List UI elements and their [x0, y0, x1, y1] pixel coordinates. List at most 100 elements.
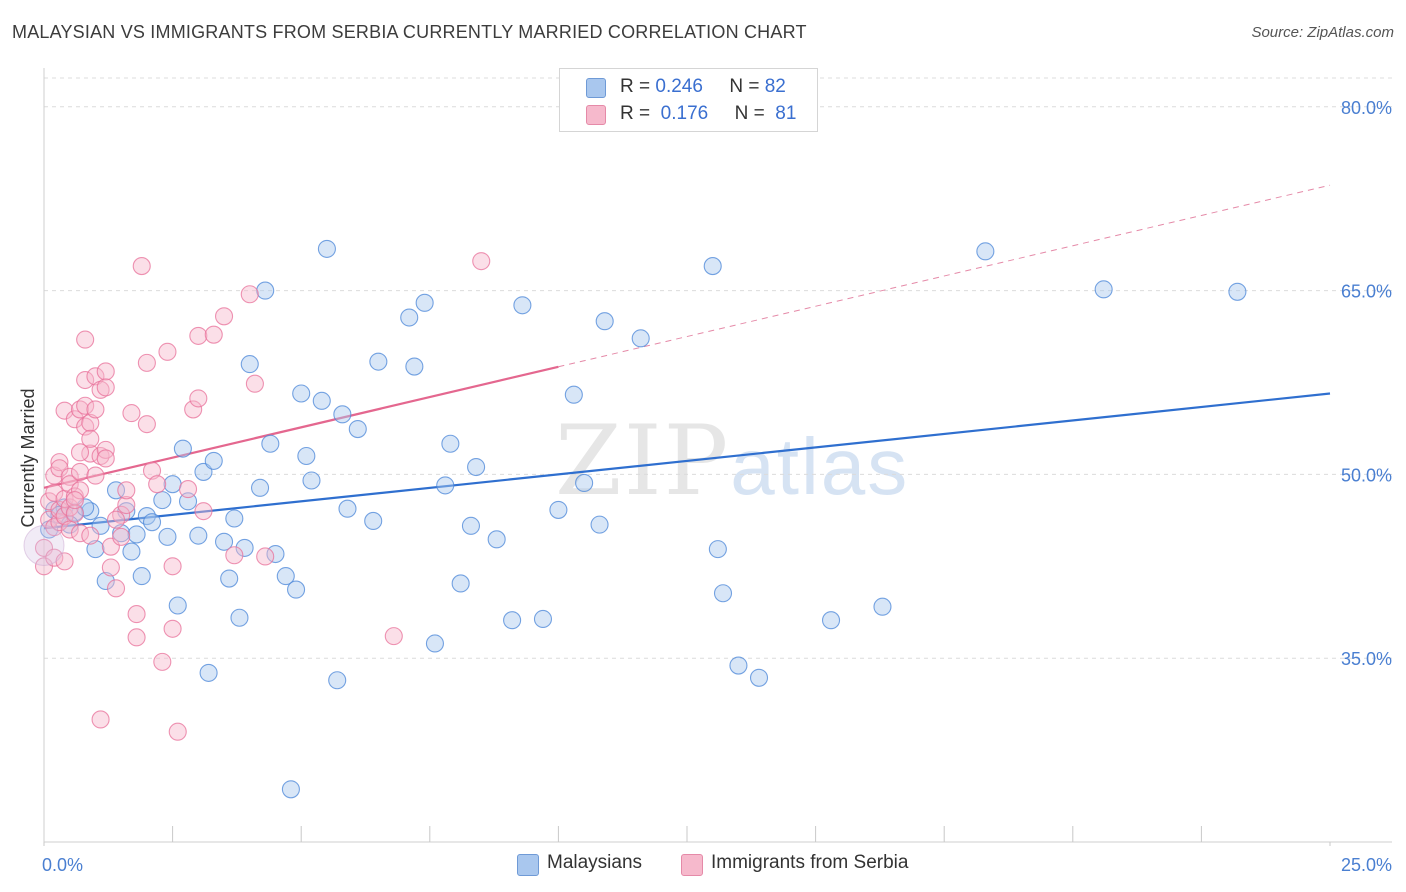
point-malaysians — [1228, 282, 1247, 301]
point-malaysians — [225, 509, 244, 528]
trend-line-malaysians — [43, 392, 1331, 530]
point-serbia — [178, 480, 198, 499]
point-serbia — [117, 495, 136, 515]
point-serbia — [76, 396, 95, 415]
y-axis-label: Currently Married — [18, 388, 38, 527]
point-serbia — [168, 722, 187, 741]
point-serbia — [189, 389, 208, 408]
y-tick-label: 35.0% — [1341, 649, 1392, 669]
point-malaysians — [297, 446, 316, 466]
point-serbia — [70, 462, 90, 481]
point-malaysians — [122, 542, 141, 561]
y-tick-label: 50.0% — [1341, 465, 1392, 485]
point-serbia — [184, 400, 203, 419]
y-tick-label: 65.0% — [1341, 282, 1392, 302]
point-malaysians — [338, 499, 357, 518]
point-serbia — [86, 466, 105, 485]
point-serbia — [65, 410, 84, 429]
point-malaysians — [142, 513, 162, 532]
point-malaysians — [976, 242, 995, 261]
point-malaysians — [328, 671, 347, 690]
legend-r-value: 0.176 — [660, 103, 709, 124]
point-cluster — [23, 524, 65, 566]
point-serbia — [117, 481, 136, 500]
point-malaysians — [250, 478, 270, 497]
point-serbia — [142, 461, 162, 480]
point-malaysians — [261, 434, 280, 453]
point-malaysians — [369, 352, 388, 371]
point-malaysians — [590, 515, 609, 534]
bottom-legend-label-serbia: Immigrants from Serbia — [711, 852, 909, 873]
point-serbia — [60, 467, 79, 486]
correlation-legend: R = 0.246 N = 82 R = 0.176 N = 81 — [559, 68, 818, 132]
x-tick-label: 25.0% — [1341, 855, 1392, 875]
point-malaysians — [451, 574, 470, 593]
point-malaysians — [235, 538, 254, 557]
point-serbia — [96, 362, 115, 381]
legend-r-value: 0.246 — [655, 76, 703, 97]
point-malaysians — [106, 481, 126, 500]
point-malaysians — [549, 500, 568, 519]
point-malaysians — [281, 780, 300, 799]
point-serbia — [96, 378, 115, 397]
point-serbia — [245, 374, 264, 393]
watermark-atlas: atlas — [730, 422, 910, 511]
point-malaysians — [194, 462, 213, 481]
point-malaysians — [436, 476, 455, 495]
point-malaysians — [163, 475, 182, 494]
x-tick-label: 0.0% — [42, 855, 83, 875]
point-serbia — [163, 557, 182, 576]
legend-swatch-serbia — [586, 105, 606, 125]
data-points — [23, 239, 1247, 799]
point-malaysians — [230, 608, 249, 627]
point-malaysians — [405, 357, 424, 376]
bottom-legend-swatch-serbia — [681, 854, 703, 876]
point-malaysians — [348, 419, 367, 439]
point-serbia — [112, 505, 131, 524]
point-malaysians — [256, 281, 275, 300]
point-malaysians — [287, 580, 306, 599]
point-serbia — [127, 628, 146, 647]
watermark-zip: ZIP — [555, 405, 731, 517]
legend-r-label: R = — [620, 76, 651, 97]
point-serbia — [163, 619, 182, 638]
point-malaysians — [564, 385, 583, 404]
legend-swatch-malaysians — [586, 78, 606, 98]
point-serbia — [472, 252, 491, 271]
point-serbia — [70, 481, 90, 500]
point-serbia — [91, 710, 110, 729]
point-serbia — [240, 285, 259, 304]
point-malaysians — [158, 527, 177, 546]
point-malaysians — [503, 611, 522, 630]
trend-lines — [43, 184, 1331, 530]
point-serbia — [204, 325, 223, 344]
point-serbia — [81, 413, 100, 432]
point-malaysians — [575, 473, 594, 493]
point-malaysians — [317, 239, 336, 258]
point-serbia — [101, 558, 120, 577]
point-malaysians — [292, 384, 311, 403]
point-serbia — [137, 353, 156, 372]
legend-text-malaysians: R = 0.246 N = 82 — [620, 76, 786, 98]
point-serbia — [106, 510, 126, 529]
point-malaysians — [178, 492, 198, 511]
bottom-legend-label-malaysians: Malaysians — [547, 852, 643, 873]
point-serbia — [76, 330, 95, 349]
source-label: Source: ZipAtlas.com — [1251, 24, 1394, 41]
point-malaysians — [168, 596, 187, 615]
legend-n-value: 81 — [775, 103, 797, 124]
point-malaysians — [1094, 280, 1113, 299]
point-serbia — [153, 652, 172, 671]
point-serbia — [132, 257, 151, 276]
point-malaysians — [487, 530, 506, 549]
point-serbia — [189, 326, 208, 345]
point-malaysians — [595, 312, 614, 331]
point-serbia — [86, 367, 105, 386]
point-malaysians — [173, 439, 192, 458]
chart-title: MALAYSIAN VS IMMIGRANTS FROM SERBIA CURR… — [12, 22, 807, 42]
y-tick-label: 80.0% — [1341, 98, 1392, 118]
point-serbia — [214, 307, 234, 326]
point-malaysians — [631, 329, 650, 348]
watermark: ZIPatlas — [555, 405, 909, 517]
point-malaysians — [86, 540, 105, 559]
